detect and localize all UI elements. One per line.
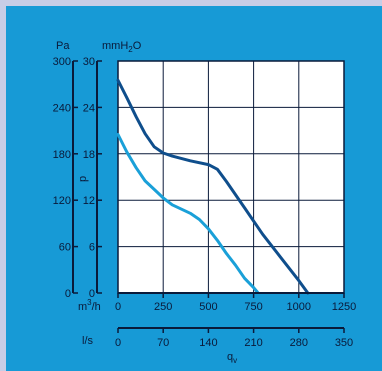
pa-tick-label: 60 (59, 242, 71, 254)
m3h-label-main: m (78, 301, 87, 313)
mmh2o-axis-label: mmH2O (102, 40, 142, 54)
m3h-tick-label: 1000 (287, 301, 311, 313)
pa-tick-label: 180 (53, 149, 71, 161)
ls-tick-label: 70 (157, 337, 169, 349)
m3h-axis-label: m3/h (78, 298, 101, 313)
flow-symbol-main: q (227, 351, 233, 363)
pa-tick-label: 240 (53, 102, 71, 114)
ls-tick-label: 210 (244, 337, 262, 349)
flow-symbol-sub: v (233, 356, 237, 365)
pa-tick-label: 120 (53, 195, 71, 207)
ls-tick-label: 280 (290, 337, 308, 349)
series-group (116, 78, 310, 295)
m3h-tick-label: 750 (244, 301, 262, 313)
ls-axis-label: l/s (82, 335, 94, 347)
mmh2o-tick-label: 18 (83, 149, 95, 161)
grid-lines (118, 61, 344, 293)
pa-axis-label: Pa (56, 40, 70, 52)
m3h-label-tail: /h (92, 301, 101, 313)
mmh2o-tick-label: 12 (83, 195, 95, 207)
tick-labels: 0 250 500 750 1000 12500612182430060120180240… (53, 56, 357, 349)
mmh2o-label-sub: 2 (128, 45, 133, 54)
m3h-tick-label: 1250 (332, 301, 356, 313)
mmh2o-tick-label: 0 (89, 288, 95, 300)
mmh2o-tick-label: 30 (83, 56, 95, 68)
fan-curve-chart: 0 250 500 750 1000 12500612182430060120180240… (53, 40, 357, 365)
m3h-label-sup: 3 (87, 298, 92, 307)
m3h-tick-label: 0 (115, 301, 121, 313)
series-curve-2 (116, 133, 260, 295)
m3h-tick-label: 250 (154, 301, 172, 313)
chart-panel: 0 250 500 750 1000 1250 0 6 12 18 24 30 0 60 120 180 240… (6, 6, 382, 371)
mmh2o-label-tail: O (133, 40, 142, 52)
series-curve-1 (116, 78, 310, 295)
flow-symbol: qv (227, 351, 237, 365)
pa-tick-label: 0 (65, 288, 71, 300)
mmh2o-tick-label: 24 (83, 102, 95, 114)
mmh2o-label-main: mmH (102, 40, 128, 52)
axes-group (72, 61, 344, 329)
plot-area (117, 60, 345, 294)
mmh2o-tick-label: 6 (89, 242, 95, 254)
ls-tick-label: 350 (335, 337, 353, 349)
ls-tick-label: 0 (115, 337, 121, 349)
pa-tick-label: 300 (53, 56, 71, 68)
ls-tick-label: 140 (199, 337, 217, 349)
m3h-tick-label: 500 (199, 301, 217, 313)
pressure-symbol: p (77, 176, 89, 182)
